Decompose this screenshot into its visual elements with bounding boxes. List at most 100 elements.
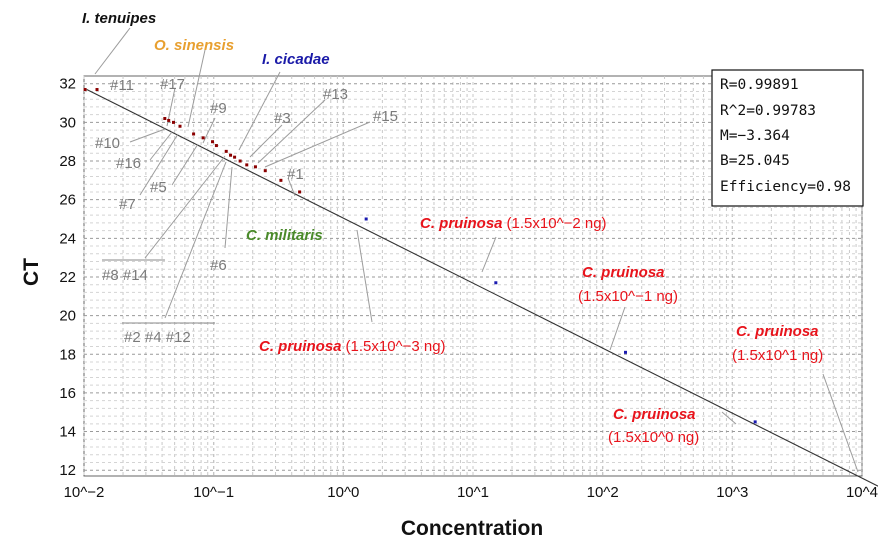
pointer-n8-14 bbox=[144, 155, 226, 259]
pointer-tenuipes bbox=[94, 27, 131, 75]
label-n9: #9 bbox=[210, 100, 227, 117]
label-n7: #7 bbox=[119, 196, 136, 213]
data-point bbox=[201, 136, 205, 140]
data-point bbox=[263, 169, 267, 173]
label-n15: #15 bbox=[373, 108, 398, 125]
label-sinensis: O. sinensis bbox=[154, 37, 234, 54]
label-pruinosa-3: C. pruinosa (1.5x10^−3 ng) bbox=[259, 338, 446, 355]
x-tick-label: 10^0 bbox=[327, 484, 359, 501]
pointer-n1 bbox=[287, 177, 296, 197]
data-point bbox=[253, 165, 257, 169]
data-point bbox=[224, 149, 228, 153]
y-axis-ticks: 32 30 28 26 24 22 20 18 16 14 12 bbox=[59, 76, 76, 479]
x-tick-label: 10^1 bbox=[457, 484, 489, 501]
label-n6: #6 bbox=[210, 257, 227, 274]
y-tick-label: 22 bbox=[59, 269, 76, 286]
stat-r: R=0.99891 bbox=[720, 77, 799, 93]
pointer-n3 bbox=[249, 124, 283, 158]
x-tick-label: 10^2 bbox=[587, 484, 619, 501]
pointer-p5 bbox=[721, 411, 737, 425]
label-n11: #11 bbox=[110, 77, 134, 94]
label-n17: #17 bbox=[160, 76, 185, 93]
y-tick-label: 20 bbox=[59, 308, 76, 325]
pointer-p4 bbox=[822, 373, 859, 473]
y-tick-label: 14 bbox=[59, 424, 76, 441]
stat-b: B=25.045 bbox=[720, 153, 790, 169]
data-point bbox=[163, 117, 167, 121]
pointer-n9 bbox=[202, 117, 216, 144]
pointer-n2-4-12 bbox=[164, 161, 227, 319]
label-pruinosa-2-species: C. pruinosa bbox=[582, 264, 665, 281]
label-n1: #1 bbox=[287, 166, 304, 183]
data-point bbox=[178, 124, 182, 128]
y-tick-label: 12 bbox=[59, 462, 76, 479]
pointer-n5 bbox=[171, 143, 199, 186]
pointer-p2 bbox=[609, 306, 626, 351]
data-point bbox=[364, 217, 368, 221]
label-n2-4-12: #2 #4 #12 bbox=[124, 329, 191, 346]
label-pruinosa-4-species: C. pruinosa bbox=[736, 323, 819, 340]
pointer-lines bbox=[94, 27, 859, 473]
x-tick-label: 10^3 bbox=[716, 484, 748, 501]
label-n16: #16 bbox=[116, 155, 141, 172]
y-tick-label: 26 bbox=[59, 192, 76, 209]
data-point bbox=[214, 144, 218, 148]
label-tenuipes: I. tenuipes bbox=[82, 10, 156, 27]
pointer-n6 bbox=[224, 166, 233, 249]
stat-r2: R^2=0.99783 bbox=[720, 103, 816, 119]
stat-efficiency: Efficiency=0.98 bbox=[720, 179, 851, 195]
label-pruinosa-5-species: C. pruinosa bbox=[613, 406, 696, 423]
data-point bbox=[83, 88, 87, 92]
data-point bbox=[238, 159, 242, 163]
data-points bbox=[83, 88, 757, 424]
y-tick-label: 18 bbox=[59, 346, 76, 363]
label-n8-14: #8 #14 bbox=[102, 267, 148, 284]
data-point bbox=[494, 281, 498, 285]
stats-box: R=0.99891 R^2=0.99783 M=−3.364 B=25.045 … bbox=[711, 69, 864, 207]
regression-line bbox=[86, 89, 878, 487]
data-point bbox=[211, 140, 215, 144]
data-point bbox=[753, 420, 757, 424]
y-tick-label: 28 bbox=[59, 153, 76, 170]
y-tick-label: 30 bbox=[59, 114, 76, 131]
pointer-p1 bbox=[481, 236, 497, 273]
x-tick-label: 10^−1 bbox=[193, 484, 234, 501]
label-cicadae: I. cicadae bbox=[262, 51, 330, 68]
data-point bbox=[171, 120, 175, 124]
pointer-cicadae bbox=[238, 71, 281, 151]
label-n10: #10 bbox=[95, 135, 120, 152]
label-pruinosa-2-conc: (1.5x10^−1 ng) bbox=[578, 288, 678, 305]
label-pruinosa-4-conc: (1.5x10^1 ng) bbox=[732, 347, 823, 364]
data-point bbox=[192, 132, 196, 136]
pointer-n15 bbox=[264, 121, 371, 168]
data-point bbox=[95, 88, 99, 92]
x-tick-label: 10^−2 bbox=[64, 484, 105, 501]
label-n3: #3 bbox=[274, 110, 291, 127]
pointer-n7 bbox=[139, 133, 179, 196]
label-pruinosa-1: C. pruinosa (1.5x10^−2 ng) bbox=[420, 215, 607, 232]
pointer-n13 bbox=[257, 99, 326, 164]
pointer-n10 bbox=[129, 128, 166, 143]
data-point bbox=[229, 153, 233, 157]
data-point bbox=[233, 155, 237, 159]
pointer-n16 bbox=[149, 131, 173, 161]
data-point bbox=[623, 350, 627, 354]
data-point bbox=[245, 163, 249, 167]
label-militaris: C. militaris bbox=[246, 227, 323, 244]
x-axis-title: Concentration bbox=[401, 517, 543, 540]
label-n13: #13 bbox=[323, 86, 348, 103]
x-tick-label: 10^4 bbox=[846, 484, 878, 501]
data-point bbox=[298, 190, 302, 194]
pointer-p3 bbox=[356, 229, 373, 323]
x-axis-ticks: 10^−2 10^−1 10^0 10^1 10^2 10^3 10^4 bbox=[64, 484, 878, 501]
y-tick-label: 32 bbox=[59, 76, 76, 93]
y-tick-label: 24 bbox=[59, 230, 76, 247]
pointer-sinensis bbox=[187, 49, 206, 128]
stat-m: M=−3.364 bbox=[720, 128, 790, 144]
data-point bbox=[167, 118, 171, 122]
label-pruinosa-5-conc: (1.5x10^0 ng) bbox=[608, 429, 699, 446]
label-n5: #5 bbox=[150, 179, 167, 196]
y-tick-label: 16 bbox=[59, 385, 76, 402]
y-axis-title: CT bbox=[20, 258, 43, 286]
